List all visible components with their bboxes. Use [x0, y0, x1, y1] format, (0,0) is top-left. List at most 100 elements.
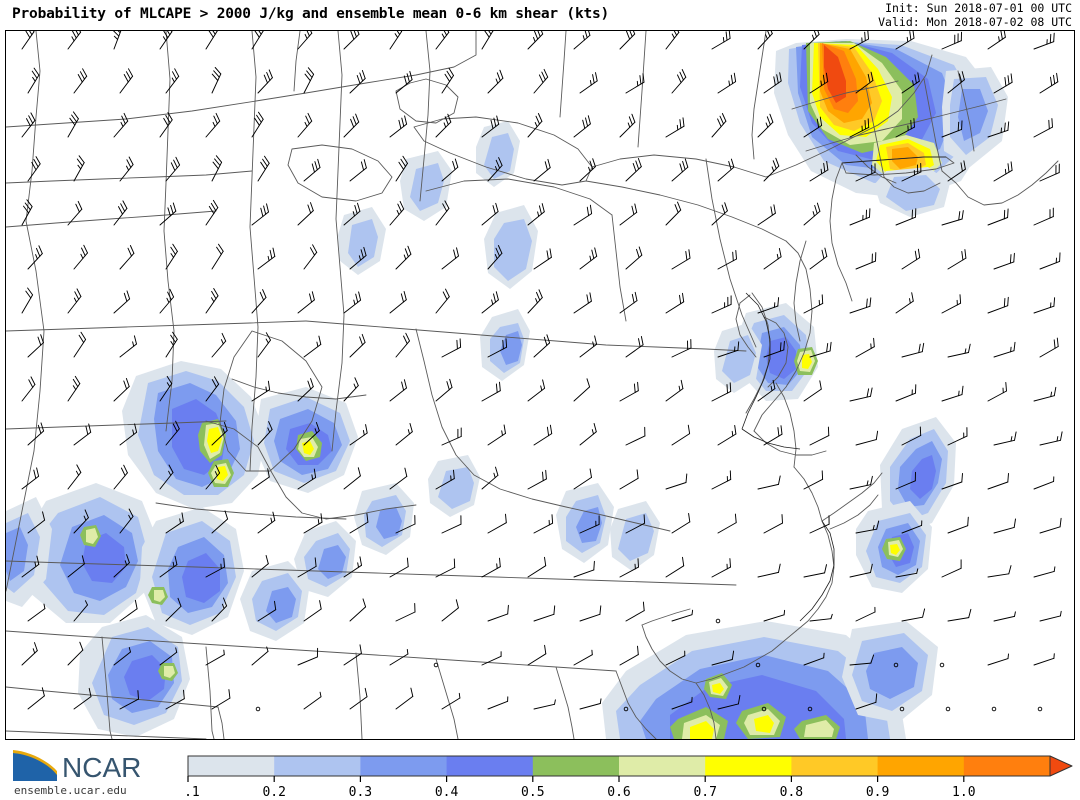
wind-barb: [211, 243, 224, 270]
colorbar[interactable]: 0.1 0.2 0.3 0.4 0.5 0.6 0.7 0.8 0.9 1.0: [186, 754, 1074, 800]
wind-barb: [303, 335, 322, 358]
wind-barb: [487, 69, 504, 94]
wind-barb: [987, 382, 1007, 402]
wind-barb: [159, 202, 177, 226]
wind-barb: [395, 245, 412, 270]
wind-barb: [435, 558, 456, 578]
wind-barb: [987, 208, 1009, 226]
wind-barb: [665, 201, 682, 226]
wind-barb: [257, 600, 277, 622]
wind-barb: [395, 515, 416, 534]
colorbar-tick-label: 1.0: [952, 785, 975, 800]
wind-barb: [21, 112, 36, 138]
wind-barb: [205, 464, 221, 490]
wind-barb: [757, 563, 781, 578]
wind-barb: [481, 651, 502, 666]
wind-barb: [711, 295, 732, 314]
map-panel[interactable]: [5, 30, 1075, 740]
wind-barb: [717, 425, 737, 446]
wind-barb: [947, 516, 969, 534]
shading-region-southeast: [602, 621, 938, 739]
colorbar-tick-label: 0.7: [693, 785, 716, 800]
wind-barb: [205, 558, 225, 578]
wind-barb: [1039, 610, 1062, 622]
wind-barb: [625, 246, 643, 270]
wind-barb: [73, 600, 88, 622]
wind-barb: [803, 116, 823, 138]
wind-barb: [343, 202, 361, 226]
wind-barb: [211, 67, 222, 94]
wind-barb: [987, 31, 1006, 50]
wind-barb: [119, 508, 134, 534]
wind-barb: [671, 249, 691, 270]
wind-barb: [159, 112, 173, 138]
wind-barb: [895, 208, 917, 226]
wind-barb: [435, 288, 450, 314]
wind-barb: [895, 118, 915, 138]
wind-barb: [21, 467, 40, 490]
wind-barb: [159, 647, 178, 666]
wind-barb: [527, 556, 547, 578]
wind-barb: [947, 249, 967, 270]
wind-barb: [27, 603, 46, 622]
wind-barb: [711, 650, 735, 666]
wind-barb: [297, 378, 314, 402]
colorbar-segment: [188, 756, 275, 776]
ncar-logo[interactable]: NCAR ensemble.ucar.edu: [6, 744, 176, 798]
wind-barb: [349, 70, 366, 94]
wind-barb: [619, 113, 636, 138]
wind-barb: [625, 158, 642, 182]
wind-barb: [901, 608, 926, 622]
wind-barb: [481, 115, 500, 138]
wind-barb: [895, 568, 919, 578]
wind-barb: [527, 203, 545, 226]
wind-barb: [901, 426, 922, 446]
colorbar-extend-arrow: [1049, 755, 1073, 777]
wind-barb: [159, 31, 173, 50]
colorbar-segment: [274, 756, 361, 776]
wind-barb: [395, 423, 413, 446]
wind-barb: [803, 31, 820, 50]
colorbar-ticks: [187, 776, 965, 782]
wind-barb: [573, 378, 591, 402]
wind-barb: [895, 471, 916, 490]
wind-barb: [941, 294, 962, 314]
wind-barb: [533, 605, 556, 622]
wind-barb: [807, 706, 813, 712]
wind-barb: [257, 155, 270, 182]
wind-barb: [755, 662, 761, 668]
map-canvas[interactable]: [6, 31, 1074, 739]
wind-barb: [67, 555, 85, 578]
shading-region-great-lakes: [338, 121, 520, 275]
wind-barb: [251, 31, 264, 50]
wind-barb: [993, 431, 1017, 446]
wind-barb: [757, 379, 776, 402]
wind-barb: [27, 67, 40, 94]
wind-barb: [27, 687, 45, 710]
wind-barb: [165, 420, 180, 446]
wind-barb: [67, 641, 84, 666]
wind-barb: [435, 378, 453, 402]
wind-barb: [113, 290, 131, 314]
wind-barb: [27, 156, 41, 182]
wind-barb: [665, 31, 680, 50]
wind-barb: [73, 68, 88, 94]
ncar-logo-svg: NCAR: [12, 748, 141, 783]
wind-barb: [527, 644, 547, 666]
wind-barb: [251, 289, 267, 314]
wind-barb: [297, 31, 313, 50]
wind-barb: [671, 339, 692, 358]
wind-barb: [711, 113, 727, 138]
wind-barb: [119, 599, 138, 622]
init-time-label: Init: Sun 2018-07-01 00 UTC: [885, 1, 1072, 15]
wind-barb: [389, 31, 403, 50]
wind-barb: [895, 292, 914, 314]
colorbar-svg[interactable]: 0.1 0.2 0.3 0.4 0.5 0.6 0.7 0.8 0.9 1.0: [186, 754, 1074, 800]
wind-barb: [441, 692, 461, 710]
wind-barb: [947, 160, 966, 182]
wind-barb: [855, 71, 874, 94]
probability-shading-layer: [6, 39, 1008, 739]
wind-barb: [763, 514, 783, 534]
wind-barb: [855, 430, 879, 446]
wind-barb: [349, 424, 368, 446]
